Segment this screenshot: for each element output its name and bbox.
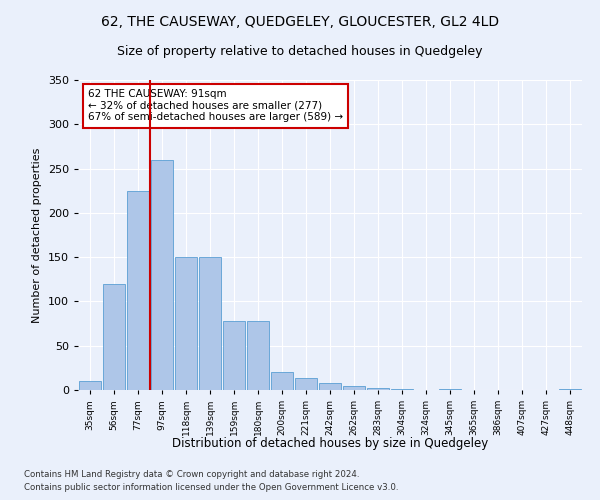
Text: 62, THE CAUSEWAY, QUEDGELEY, GLOUCESTER, GL2 4LD: 62, THE CAUSEWAY, QUEDGELEY, GLOUCESTER,… xyxy=(101,15,499,29)
Bar xyxy=(127,190,149,390)
Bar xyxy=(559,389,581,390)
Bar xyxy=(103,284,125,390)
Text: Size of property relative to detached houses in Quedgeley: Size of property relative to detached ho… xyxy=(117,45,483,58)
Text: Contains HM Land Registry data © Crown copyright and database right 2024.: Contains HM Land Registry data © Crown c… xyxy=(24,470,359,479)
Bar xyxy=(319,383,341,390)
Bar xyxy=(343,386,365,390)
Y-axis label: Number of detached properties: Number of detached properties xyxy=(32,148,42,322)
Bar xyxy=(295,378,317,390)
Bar xyxy=(391,389,413,390)
Bar xyxy=(199,257,221,390)
Text: Distribution of detached houses by size in Quedgeley: Distribution of detached houses by size … xyxy=(172,438,488,450)
Bar xyxy=(247,321,269,390)
Text: Contains public sector information licensed under the Open Government Licence v3: Contains public sector information licen… xyxy=(24,482,398,492)
Bar xyxy=(367,388,389,390)
Bar xyxy=(223,321,245,390)
Bar xyxy=(79,381,101,390)
Bar xyxy=(151,160,173,390)
Bar xyxy=(175,257,197,390)
Bar xyxy=(271,372,293,390)
Bar xyxy=(439,389,461,390)
Text: 62 THE CAUSEWAY: 91sqm
← 32% of detached houses are smaller (277)
67% of semi-de: 62 THE CAUSEWAY: 91sqm ← 32% of detached… xyxy=(88,90,343,122)
